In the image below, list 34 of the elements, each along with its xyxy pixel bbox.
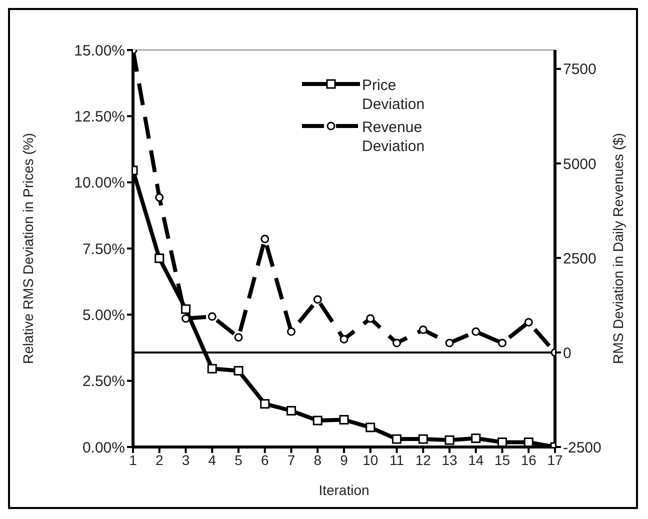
y2-axis-title: RMS Deviation in Daily Revenues ($) (610, 132, 626, 364)
x-tick-label: 17 (547, 452, 563, 468)
y2-tick-label: 5000 (563, 156, 596, 173)
y-tick-label: 10.00% (74, 174, 125, 192)
x-tick-label: 10 (362, 452, 378, 468)
x-tick-label: 1 (129, 452, 138, 468)
x-tick-label: 12 (415, 452, 432, 468)
y2-tick-label: 2500 (563, 250, 596, 268)
legend-label: Revenue Deviation (362, 118, 426, 156)
y2-tick-label: -2500 (563, 439, 602, 456)
x-tick-label: 15 (494, 452, 510, 468)
x-tick-label: 13 (442, 452, 458, 468)
x-axis-title: Iteration (318, 482, 370, 498)
x-tick-label: 7 (287, 452, 296, 468)
y-tick-label: 2.50% (82, 373, 125, 390)
y-tick-label: 7.50% (82, 240, 125, 258)
x-tick-label: 9 (340, 452, 348, 468)
x-tick-label: 6 (260, 452, 269, 468)
y-tick-label: 12.50% (74, 108, 125, 126)
x-tick-label: 14 (468, 452, 484, 468)
x-tick-label: 5 (234, 452, 243, 468)
y2-tick-label: 7500 (563, 61, 596, 78)
x-tick-label: 3 (182, 452, 190, 468)
x-tick-label: 16 (520, 452, 537, 468)
y-tick-label: 0.00% (82, 439, 125, 456)
legend-label: Price Deviation (362, 76, 426, 114)
x-tick-label: 11 (389, 452, 404, 468)
x-tick-label: 4 (208, 452, 216, 468)
y-axis-title: Relative RMS Deviation in Prices (%) (20, 132, 36, 364)
x-tick-label: 8 (314, 452, 322, 468)
x-tick-label: 2 (155, 452, 164, 468)
y-tick-label: 15.00% (74, 42, 125, 60)
y-tick-label: 5.00% (82, 306, 125, 324)
y2-tick-label: 0 (563, 344, 572, 362)
